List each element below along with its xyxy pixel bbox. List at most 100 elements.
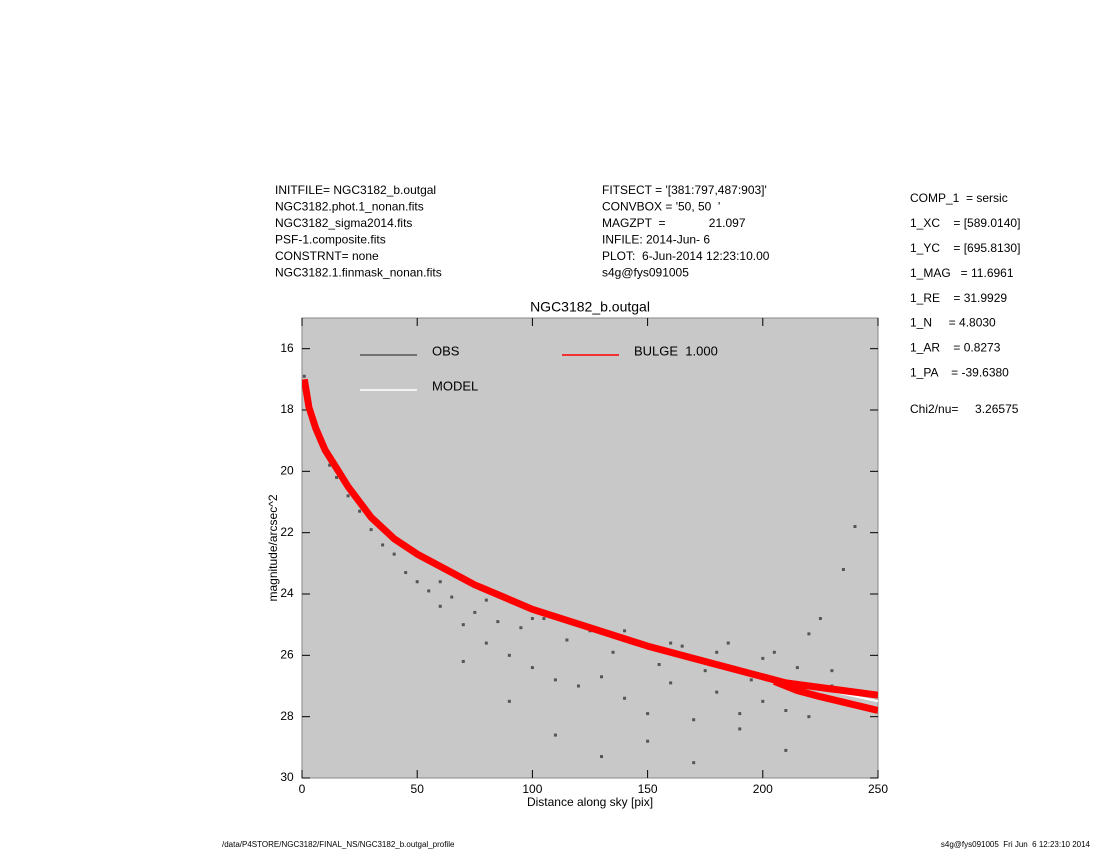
header-line: INITFILE= NGC3182_b.outgal xyxy=(275,183,436,197)
param-line: 1_YC = [695.8130] xyxy=(910,241,1020,255)
data-point xyxy=(623,629,627,633)
data-point xyxy=(553,678,557,682)
data-point xyxy=(542,617,546,621)
data-point xyxy=(646,739,650,743)
legend-label: MODEL xyxy=(432,378,478,393)
data-point xyxy=(784,709,788,713)
y-tick-label: 22 xyxy=(280,525,294,539)
data-point xyxy=(415,580,419,584)
data-point xyxy=(302,374,306,378)
x-tick-label: 250 xyxy=(868,782,888,796)
param-line: 1_XC = [589.0140] xyxy=(910,216,1020,230)
y-tick-label: 16 xyxy=(280,341,294,355)
data-point xyxy=(438,604,442,608)
param-line: COMP_1 = sersic xyxy=(910,191,1008,205)
y-tick-label: 28 xyxy=(280,709,294,723)
data-point xyxy=(738,712,742,716)
plot-area xyxy=(301,317,879,779)
data-point xyxy=(726,641,730,645)
data-point xyxy=(461,623,465,627)
data-point xyxy=(772,650,776,654)
data-point xyxy=(369,528,373,532)
data-point xyxy=(669,681,673,685)
header-line: MAGZPT = 21.097 xyxy=(602,216,746,230)
data-point xyxy=(507,653,511,657)
data-point xyxy=(761,699,765,703)
data-point xyxy=(530,666,534,670)
data-point xyxy=(807,715,811,719)
data-point xyxy=(669,641,673,645)
data-point xyxy=(335,475,339,479)
data-point xyxy=(576,684,580,688)
data-point xyxy=(646,712,650,716)
footer-right: s4g@fys091005 Fri Jun 6 12:23:10 2014 xyxy=(941,840,1091,849)
header-line: NGC3182_sigma2014.fits xyxy=(275,216,412,230)
param-line: 1_MAG = 11.6961 xyxy=(910,266,1014,280)
data-point xyxy=(565,638,569,642)
param-line: 1_AR = 0.8273 xyxy=(910,341,1001,355)
data-point xyxy=(450,595,454,599)
data-point xyxy=(404,571,408,575)
data-point xyxy=(853,525,857,529)
data-point xyxy=(496,620,500,624)
header-line: NGC3182.1.finmask_nonan.fits xyxy=(275,266,442,280)
data-point xyxy=(484,598,488,602)
data-point xyxy=(473,610,477,614)
data-point xyxy=(381,543,385,547)
data-point xyxy=(519,626,523,630)
header-line: NGC3182.phot.1_nonan.fits xyxy=(275,200,424,214)
data-point xyxy=(392,552,396,556)
header-line: CONSTRNT= none xyxy=(275,249,379,263)
chart-title: NGC3182_b.outgal xyxy=(530,299,650,315)
header-line: INFILE: 2014-Jun- 6 xyxy=(602,233,710,247)
data-point xyxy=(328,463,332,467)
y-axis-label: magnitude/arcsec^2 xyxy=(266,494,280,601)
x-tick-label: 100 xyxy=(522,782,542,796)
data-point xyxy=(427,589,431,593)
data-point xyxy=(818,617,822,621)
data-point xyxy=(692,718,696,722)
data-line xyxy=(302,378,878,714)
data-point xyxy=(692,761,696,765)
data-point xyxy=(600,675,604,679)
data-point xyxy=(438,580,442,584)
header-line: PLOT: 6-Jun-2014 12:23:10.00 xyxy=(602,249,770,263)
data-point xyxy=(346,494,350,498)
data-point xyxy=(738,727,742,731)
data-point xyxy=(484,641,488,645)
data-point xyxy=(657,663,661,667)
header-line: PSF-1.composite.fits xyxy=(275,233,386,247)
data-point xyxy=(807,632,811,636)
data-point xyxy=(841,567,845,571)
y-tick-label: 26 xyxy=(280,648,294,662)
x-tick-label: 200 xyxy=(753,782,773,796)
data-point xyxy=(715,650,719,654)
data-point xyxy=(784,748,788,752)
data-point xyxy=(749,678,753,682)
chi2: Chi2/nu= 3.26575 xyxy=(910,402,1019,416)
legend-label: BULGE 1.000 xyxy=(634,343,718,358)
y-tick-label: 20 xyxy=(280,464,294,478)
data-point xyxy=(358,509,362,513)
data-point xyxy=(623,696,627,700)
data-point xyxy=(795,666,799,670)
header-line: CONVBOX = '50, 50 ' xyxy=(602,200,720,214)
x-tick-label: 0 xyxy=(299,782,306,796)
data-point xyxy=(703,669,707,673)
data-point xyxy=(600,755,604,759)
legend-label: OBS xyxy=(432,343,460,358)
x-axis-label: Distance along sky [pix] xyxy=(527,795,653,809)
data-point xyxy=(611,650,615,654)
data-point xyxy=(461,659,465,663)
param-line: 1_N = 4.8030 xyxy=(910,316,996,330)
x-tick-label: 150 xyxy=(638,782,658,796)
y-tick-label: 30 xyxy=(280,770,294,784)
data-point xyxy=(761,656,765,660)
param-line: 1_PA = -39.6380 xyxy=(910,365,1009,379)
data-point xyxy=(830,669,834,673)
data-point xyxy=(715,690,719,694)
footer-left: /data/P4STORE/NGC3182/FINAL_NS/NGC3182_b… xyxy=(222,840,455,849)
header-line: FITSECT = '[381:797,487:903]' xyxy=(602,183,767,197)
